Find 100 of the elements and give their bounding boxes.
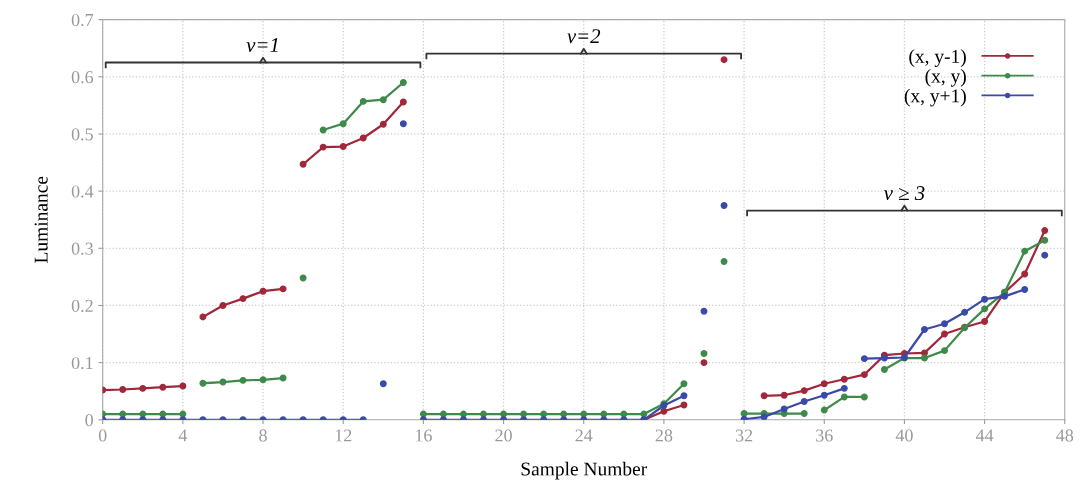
y-tick-label: 0.6	[71, 71, 94, 84]
point	[399, 79, 407, 86]
point	[780, 405, 788, 413]
point	[399, 98, 407, 106]
annotation: v ≥ 3	[883, 186, 925, 201]
point	[981, 318, 989, 325]
point	[800, 410, 808, 417]
point	[760, 392, 768, 400]
point	[700, 307, 708, 315]
annotation: v=1	[246, 38, 278, 53]
point	[1021, 285, 1029, 293]
point	[840, 375, 848, 383]
point	[239, 295, 247, 303]
point	[159, 383, 167, 391]
x-tick-label: 24	[575, 429, 593, 442]
point	[1001, 292, 1009, 300]
point	[820, 406, 828, 414]
point	[921, 326, 928, 333]
point	[941, 347, 948, 355]
point	[1021, 247, 1029, 255]
point	[179, 382, 187, 390]
point	[840, 384, 848, 392]
point	[560, 410, 568, 418]
point	[1041, 236, 1049, 244]
point	[139, 384, 147, 392]
x-tick-label: 0	[98, 429, 107, 442]
point	[840, 393, 848, 401]
point	[720, 56, 728, 64]
point	[199, 379, 207, 387]
point	[520, 410, 528, 418]
x-tick-label: 36	[816, 429, 833, 442]
point	[419, 410, 427, 418]
point	[700, 350, 708, 357]
point	[359, 134, 367, 142]
point	[259, 287, 267, 295]
point	[1021, 270, 1029, 278]
point	[399, 120, 407, 128]
point	[480, 410, 487, 418]
point	[379, 120, 387, 128]
y-tick-label: 0.5	[71, 128, 93, 141]
point	[620, 410, 628, 418]
point	[820, 380, 828, 388]
point	[159, 410, 167, 418]
point	[279, 374, 287, 382]
point	[1041, 251, 1049, 259]
point	[540, 410, 548, 418]
x-tick-label: 44	[975, 429, 994, 442]
x-tick-label: 12	[335, 429, 352, 442]
y-tick-label: 0.1	[71, 356, 93, 370]
point	[680, 401, 688, 409]
point	[219, 378, 227, 386]
point	[941, 330, 948, 338]
point	[860, 393, 868, 401]
point	[720, 257, 728, 265]
point	[680, 392, 688, 400]
point	[600, 410, 608, 418]
point	[119, 410, 127, 418]
point	[259, 376, 267, 384]
x-tick-label: 20	[495, 429, 512, 442]
y-tick-label: 0.7	[71, 13, 94, 27]
point	[339, 120, 347, 128]
point	[800, 398, 808, 405]
y-axis-title: Luminance	[34, 176, 48, 263]
point	[279, 285, 287, 293]
point	[580, 410, 588, 418]
point	[460, 410, 467, 418]
x-axis-title: Sample Number	[521, 461, 648, 480]
legend-label: (x, y)	[925, 69, 966, 87]
point	[680, 380, 688, 388]
point	[780, 391, 788, 399]
point	[319, 143, 327, 151]
point	[299, 274, 307, 282]
point	[961, 308, 969, 316]
point	[981, 295, 989, 303]
point	[379, 380, 387, 388]
point	[239, 376, 247, 384]
annotation: v=2	[567, 29, 601, 44]
point	[800, 387, 808, 395]
point	[700, 359, 708, 367]
x-tick-label: 8	[259, 429, 267, 442]
point	[299, 160, 307, 168]
y-tick-label: 0.2	[71, 299, 93, 312]
point	[820, 391, 828, 399]
point	[199, 313, 207, 321]
point	[860, 355, 868, 363]
point	[500, 410, 508, 418]
point	[319, 126, 327, 134]
point	[339, 143, 347, 151]
point	[219, 301, 227, 309]
point	[941, 320, 948, 328]
point	[379, 96, 387, 104]
point	[880, 366, 888, 373]
point	[860, 371, 868, 379]
point	[359, 97, 367, 105]
point	[119, 386, 127, 393]
point	[1041, 227, 1049, 235]
y-tick-label: 0	[85, 414, 93, 427]
x-tick-label: 4	[178, 429, 188, 442]
x-tick-label: 16	[415, 429, 432, 442]
y-tick-label: 0.4	[71, 185, 94, 198]
